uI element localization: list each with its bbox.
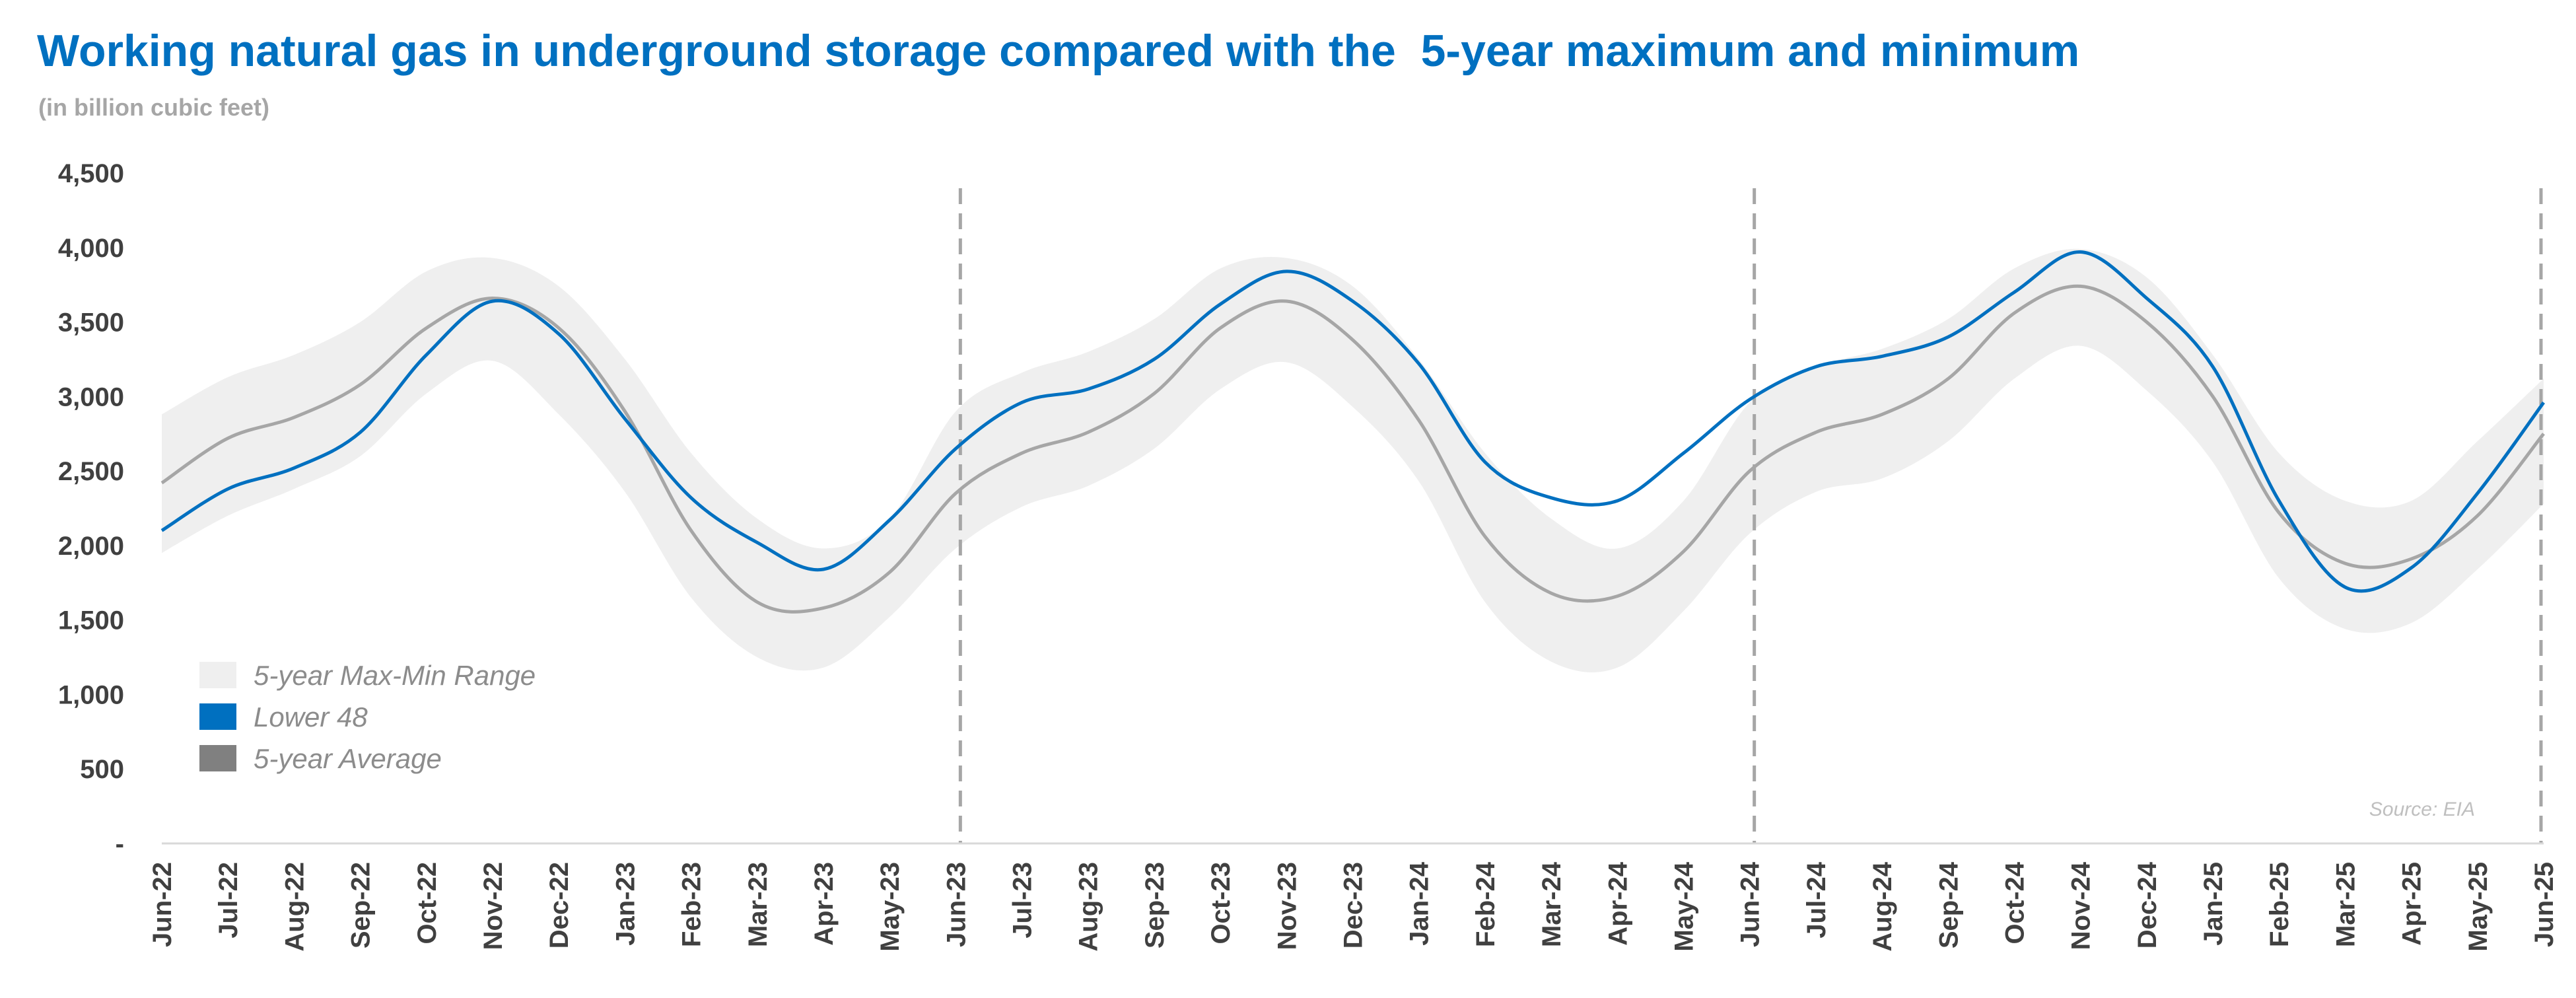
x-tick-label: Aug-24 [1868, 861, 1897, 951]
x-tick-label: Dec-24 [2133, 861, 2162, 948]
series-line-layer [160, 250, 2546, 614]
y-tick-label: 4,500 [58, 159, 124, 188]
x-tick-label: Sep-24 [1934, 861, 1963, 948]
x-tick-label: Sep-22 [347, 862, 376, 948]
y-tick-label: 2,000 [58, 532, 124, 561]
x-tick-label: Mar-23 [744, 862, 773, 947]
x-tick-label: Aug-23 [1074, 862, 1103, 952]
legend-label-range: 5-year Max-Min Range [254, 660, 536, 691]
x-tick-label: Feb-23 [678, 862, 707, 947]
x-tick-label: May-23 [876, 862, 905, 952]
y-tick-label: 3,500 [58, 308, 124, 338]
x-tick-label: Dec-23 [1339, 862, 1368, 948]
source-note: Source: EIA [2369, 799, 2475, 820]
x-tick-label: Dec-22 [545, 862, 574, 948]
x-tick-label: Jun-22 [148, 862, 177, 947]
y-tick-label: 500 [80, 755, 124, 784]
range-area [162, 248, 2544, 672]
x-tick-label: May-24 [1670, 861, 1699, 951]
legend-swatch-average [199, 745, 236, 771]
x-tick-label: Jul-24 [1802, 861, 1831, 938]
y-tick-label: 1,500 [58, 606, 124, 635]
legend-swatch-lower48 [199, 703, 236, 730]
x-tick-label: May-25 [2464, 862, 2493, 952]
x-tick-label: Jun-25 [2530, 862, 2559, 947]
y-tick-label: 2,500 [58, 457, 124, 486]
y-tick-labels: - 500 1,000 1,500 2,000 2,500 3,000 3,500 4,000 4… [58, 159, 124, 859]
legend: 5-year Max-Min Range Lower 48 5-year Avera… [199, 660, 536, 774]
x-tick-label: Jun-24 [1736, 861, 1765, 947]
x-tick-label: Sep-23 [1140, 862, 1169, 948]
y-tick-label: 4,000 [58, 234, 124, 263]
x-tick-label: Nov-23 [1272, 862, 1302, 950]
range-area-layer [162, 248, 2544, 672]
x-tick-label: Apr-24 [1603, 861, 1632, 945]
legend-label-lower48: Lower 48 [254, 701, 368, 732]
x-tick-labels: Jun-22 Jul-22 Aug-22 Sep-22 Oct-22 Nov-22 Dec-… [148, 861, 2559, 951]
y-tick-label: 1,000 [58, 680, 124, 709]
chart-subtitle: (in billion cubic feet) [38, 94, 269, 121]
x-tick-label: Feb-25 [2265, 862, 2294, 947]
x-tick-label: Jan-24 [1405, 861, 1434, 945]
x-tick-label: Oct-24 [2000, 861, 2029, 944]
y-tick-label: - [116, 830, 124, 859]
x-tick-label: Mar-24 [1537, 861, 1566, 947]
x-tick-label: Oct-23 [1206, 862, 1236, 945]
chart-title: Working natural gas in underground stora… [37, 26, 2080, 76]
x-tick-label: Jan-23 [611, 862, 640, 946]
x-tick-label: Mar-25 [2331, 862, 2360, 947]
series-line-lower48 [160, 250, 2546, 593]
x-tick-label: Jan-25 [2199, 862, 2228, 946]
x-tick-label: Apr-23 [810, 862, 839, 946]
x-tick-label: Nov-22 [479, 862, 508, 950]
x-tick-label: Jul-22 [214, 862, 243, 939]
x-tick-label: Oct-22 [413, 862, 442, 945]
x-tick-label: Jul-23 [1008, 862, 1037, 939]
x-tick-label: Jun-23 [942, 862, 971, 947]
legend-label-average: 5-year Average [254, 743, 442, 774]
y-tick-label: 3,000 [58, 382, 124, 411]
x-tick-label: Apr-25 [2398, 862, 2427, 946]
x-tick-label: Nov-24 [2067, 861, 2096, 950]
series-line-average [160, 284, 2545, 614]
x-tick-label: Feb-24 [1471, 861, 1500, 947]
x-tick-label: Aug-22 [280, 862, 309, 952]
legend-swatch-range [199, 662, 236, 688]
year-divider-layer [958, 188, 2543, 843]
